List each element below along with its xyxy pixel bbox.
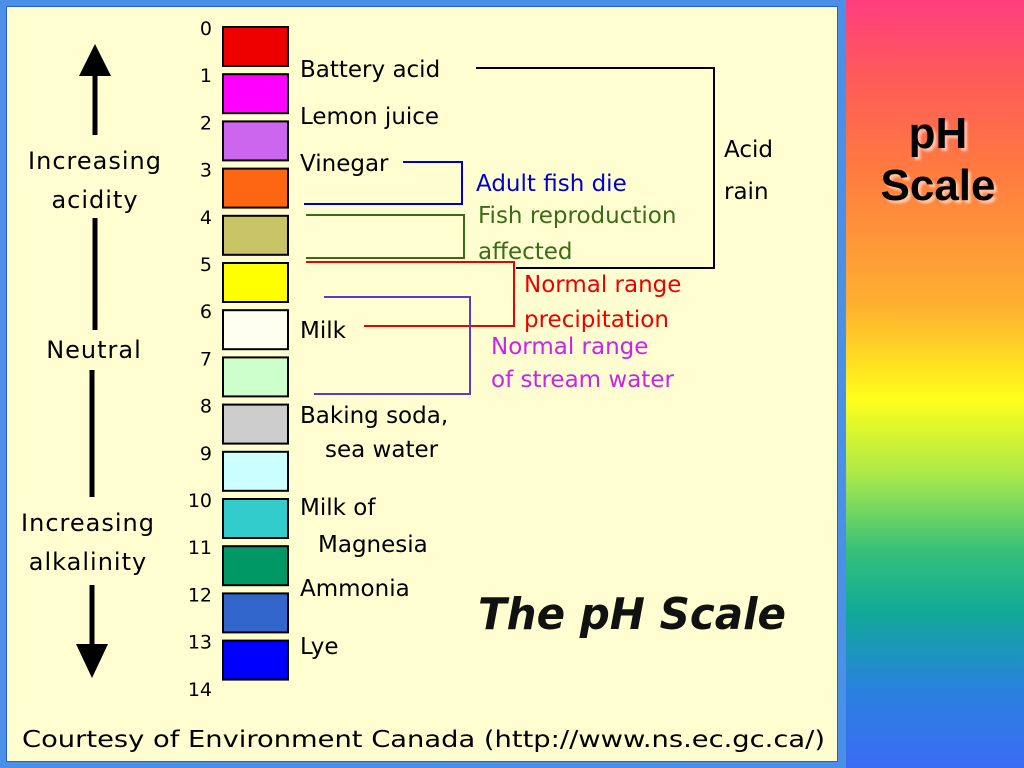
substance-vinegar: Vinegar	[300, 151, 389, 177]
ph-scale-figure	[6, 6, 838, 762]
normal-stream-label-1: Normal range	[491, 334, 648, 360]
ph-tick-14: 14	[188, 679, 212, 701]
ph-swatch-1	[222, 73, 289, 115]
slide-image-panel	[0, 0, 846, 768]
normal-precipitation-label-1: Normal range	[524, 272, 681, 298]
ph-swatch-8	[222, 403, 289, 445]
ph-tick-7: 7	[200, 348, 212, 370]
ph-tick-6: 6	[200, 301, 212, 323]
slide-title: pH Scale	[858, 108, 1018, 212]
fish-reproduction-label-2: affected	[478, 239, 573, 265]
ph-swatch-13	[222, 639, 289, 681]
normal-stream-label-2: of stream water	[491, 367, 674, 393]
neutral-label: Neutral	[46, 336, 142, 364]
ph-swatch-5	[222, 262, 289, 303]
adult-fish-die-label: Adult fish die	[476, 171, 627, 197]
figure-title: The pH Scale	[478, 589, 786, 640]
alkalinity-arrow	[76, 370, 108, 678]
alkalinity-label-1: Increasing	[21, 509, 155, 537]
substance-sea-water: sea water	[325, 437, 439, 463]
substance-lye: Lye	[300, 634, 338, 660]
acidity-label-1: Increasing	[28, 147, 162, 175]
ph-swatch-6	[222, 309, 289, 351]
ph-tick-10: 10	[188, 490, 212, 512]
ph-tick-8: 8	[200, 396, 212, 418]
substance-battery-acid: Battery acid	[300, 57, 440, 83]
figure-credit: Courtesy of Environment Canada (http://w…	[22, 727, 825, 753]
ph-swatch-7	[222, 356, 289, 398]
substance-ammonia: Ammonia	[300, 576, 410, 602]
ph-swatch-10	[222, 498, 289, 539]
acidity-label-2: acidity	[51, 186, 138, 214]
acid-rain-bracket	[476, 67, 715, 269]
acidity-arrow	[79, 44, 111, 330]
slide-title-line-2: Scale	[880, 161, 996, 210]
ph-swatch-4	[222, 214, 289, 256]
fish-reproduction-bracket	[306, 214, 465, 259]
adult-fish-die-bracket	[304, 161, 463, 205]
ph-scale-diagram: Increasing acidity Neutral Increasing al…	[21, 18, 825, 753]
acid-rain-label-2: rain	[724, 179, 769, 205]
ph-tick-9: 9	[200, 443, 212, 465]
ph-swatch-0	[222, 26, 289, 67]
substance-magnesia: Magnesia	[318, 532, 428, 558]
substance-milk-of: Milk of	[300, 495, 376, 521]
ph-tick-12: 12	[188, 584, 212, 606]
ph-tick-3: 3	[200, 160, 212, 182]
alkalinity-label-2: alkalinity	[29, 548, 147, 576]
ph-tick-13: 13	[188, 632, 212, 654]
ph-tick-5: 5	[200, 254, 212, 276]
ph-tick-11: 11	[188, 537, 212, 559]
fish-reproduction-label-1: Fish reproduction	[478, 203, 676, 229]
ph-tick-4: 4	[200, 207, 212, 229]
normal-precipitation-label-2: precipitation	[524, 307, 669, 333]
normal-stream-bracket	[314, 296, 471, 395]
ph-tick-0: 0	[200, 18, 212, 40]
ph-color-scale	[222, 26, 289, 681]
slide-title-line-1: pH	[908, 109, 968, 158]
ph-tick-1: 1	[200, 65, 212, 87]
ph-swatch-11	[222, 545, 289, 587]
ph-swatch-12	[222, 592, 289, 634]
acid-rain-label-1: Acid	[724, 137, 773, 163]
ph-tick-2: 2	[200, 112, 212, 134]
normal-precipitation-bracket	[306, 261, 515, 327]
substance-milk: Milk	[300, 318, 347, 344]
ph-swatch-2	[222, 120, 289, 162]
ph-swatch-9	[222, 450, 289, 492]
substance-baking-soda: Baking soda,	[300, 403, 448, 429]
ph-swatch-3	[222, 167, 289, 209]
substance-lemon-juice: Lemon juice	[300, 104, 439, 130]
